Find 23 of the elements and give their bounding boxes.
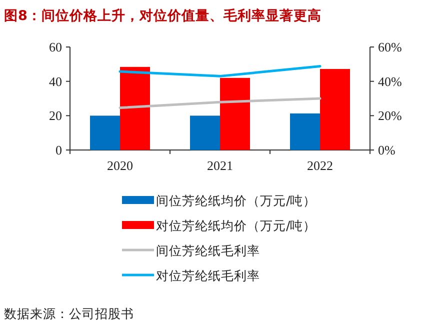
legend-label: 间位芳纶纸毛利率 (156, 243, 260, 258)
bar (120, 66, 150, 150)
legend-label: 对位芳纶纸均价（万元/吨） (156, 218, 316, 233)
y-tick-label: 60 (49, 40, 62, 54)
legend-label: 对位芳纶纸毛利率 (156, 268, 260, 283)
x-tick-label: 2021 (207, 158, 233, 173)
y2-tick-label: 0% (378, 142, 396, 158)
bar (190, 116, 220, 150)
bar (320, 68, 350, 150)
source-note: 数据来源：公司招股书 (4, 306, 134, 321)
y-tick-label: 40 (49, 74, 62, 89)
y-tick-label: 20 (49, 108, 62, 124)
legend-label: 间位芳纶纸均价（万元/吨） (156, 193, 316, 208)
y-tick-label: 0 (56, 142, 62, 158)
y2-tick-label: 20% (378, 108, 402, 124)
bar (290, 113, 320, 150)
bar (220, 78, 250, 150)
y2-tick-label: 60% (378, 40, 402, 54)
x-tick-label: 2020 (107, 158, 133, 173)
chart-title: 图8：间位价格上升，对位价值量、毛利率显著更高 (4, 7, 322, 24)
x-tick-label: 2022 (307, 158, 333, 173)
bar (90, 116, 120, 150)
y2-tick-label: 40% (378, 74, 402, 89)
